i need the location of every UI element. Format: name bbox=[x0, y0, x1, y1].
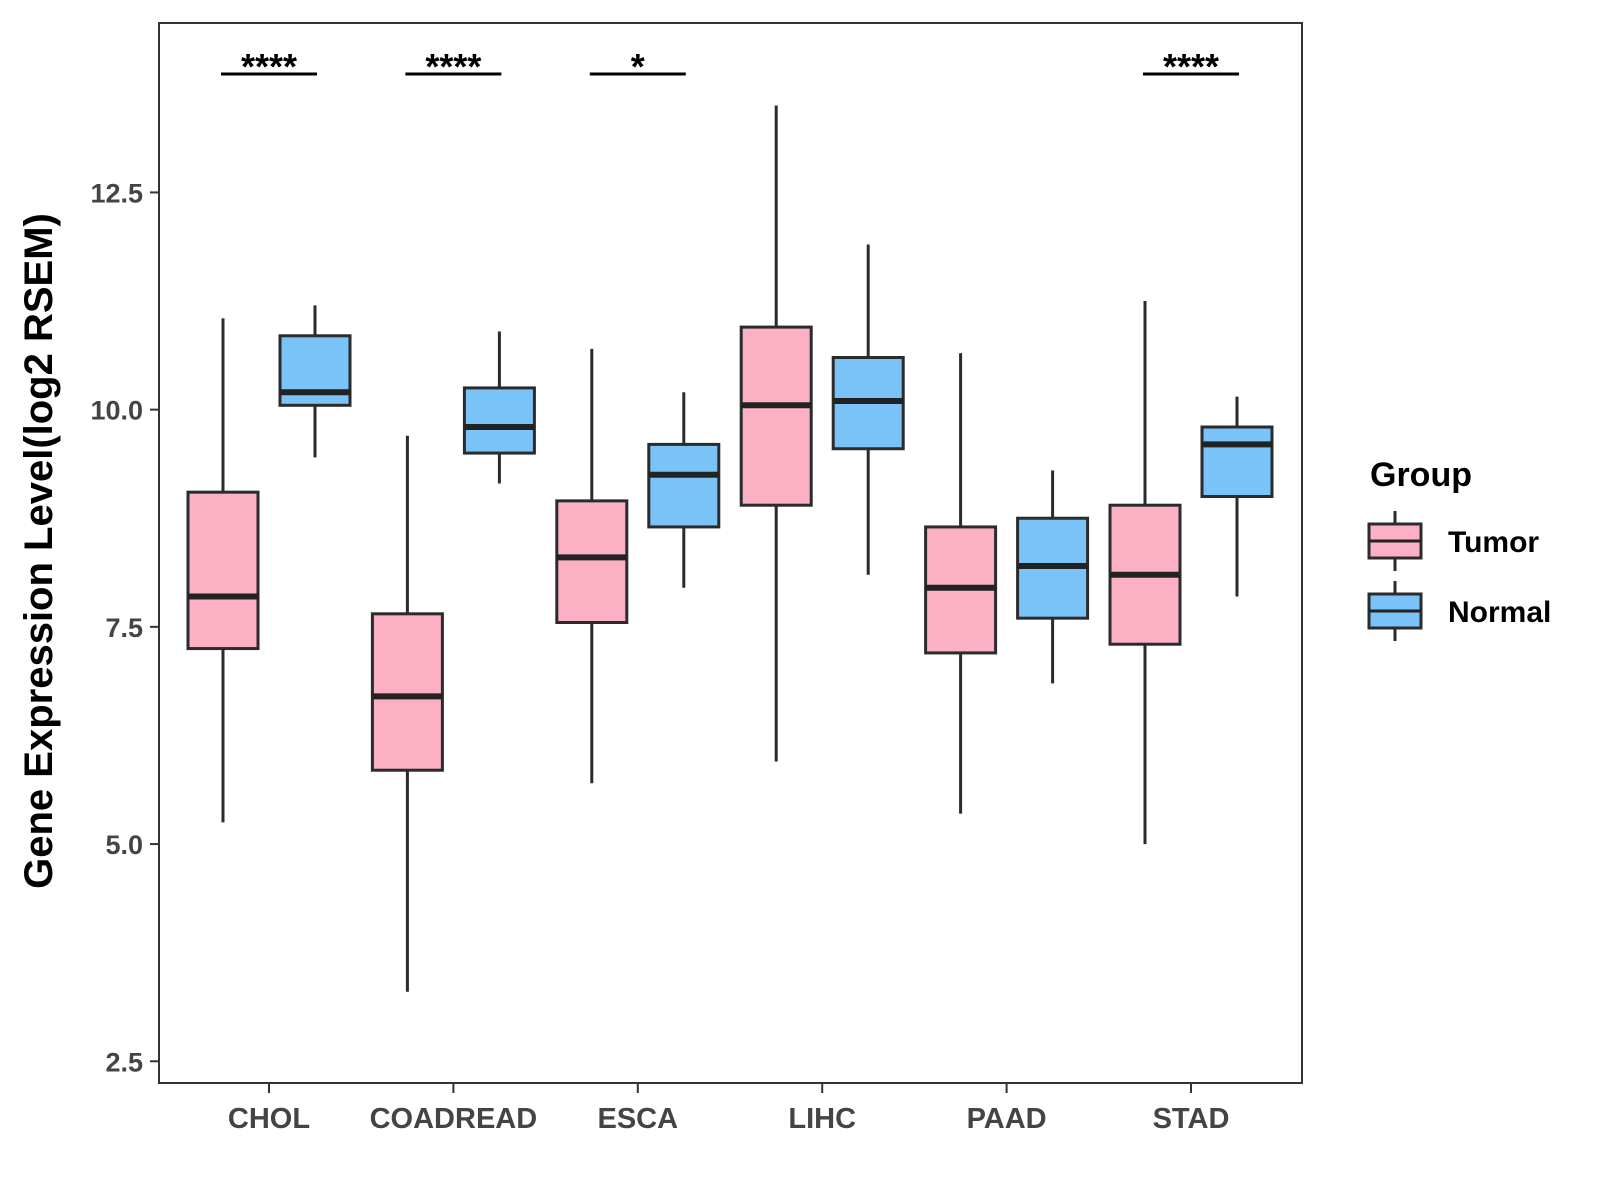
box-iqr bbox=[555, 499, 629, 625]
box-iqr bbox=[1200, 425, 1274, 499]
box-normal-lihc bbox=[831, 244, 905, 575]
significance-label: * bbox=[631, 46, 645, 87]
legend-label: Normal bbox=[1448, 596, 1551, 629]
box-tumor-lihc bbox=[739, 105, 813, 762]
significance-coadread: **** bbox=[405, 46, 502, 87]
box-tumor-paad bbox=[924, 353, 998, 814]
y-axis-title: Gene Expression Level(log2 RSEM) bbox=[17, 213, 61, 889]
box-tumor-chol bbox=[186, 318, 260, 823]
x-tick-label: PAAD bbox=[967, 1103, 1047, 1135]
axes: 2.5 5.0 7.5 10.0 12.5 CHOL COADREAD ESCA LIHC PAA… bbox=[90, 178, 1229, 1135]
x-tick-label: STAD bbox=[1153, 1103, 1230, 1135]
box-iqr bbox=[647, 442, 721, 529]
plot-border bbox=[158, 22, 1303, 1084]
plot-area bbox=[186, 105, 1274, 992]
box-tumor-coadread bbox=[370, 435, 444, 992]
legend-entry-normal: Normal bbox=[1367, 581, 1551, 641]
y-tick-label: 5.0 bbox=[105, 830, 143, 860]
y-tick-label: 7.5 bbox=[105, 613, 143, 643]
x-tick-label: LIHC bbox=[788, 1103, 856, 1135]
legend-label: Tumor bbox=[1448, 526, 1539, 559]
significance-chol: **** bbox=[221, 46, 317, 87]
legend-entry-tumor: Tumor bbox=[1367, 511, 1539, 571]
legend-title: Group bbox=[1370, 456, 1472, 494]
box-iqr bbox=[462, 386, 536, 455]
significance-label: **** bbox=[425, 46, 481, 87]
box-iqr bbox=[370, 612, 444, 772]
box-tumor-stad bbox=[1108, 301, 1182, 845]
y-tick-label: 2.5 bbox=[105, 1047, 143, 1077]
significance-stad: **** bbox=[1143, 46, 1239, 87]
significance-esca: * bbox=[589, 46, 686, 87]
legend-items: Tumor Normal bbox=[1367, 511, 1551, 641]
x-tick-label: COADREAD bbox=[370, 1103, 538, 1135]
box-normal-esca bbox=[647, 392, 721, 588]
box-normal-stad bbox=[1200, 396, 1274, 597]
significance-label: **** bbox=[241, 46, 297, 87]
box-normal-chol bbox=[278, 305, 352, 458]
y-tick-label: 10.0 bbox=[90, 396, 143, 426]
x-tick-label: CHOL bbox=[228, 1103, 310, 1135]
box-tumor-esca bbox=[555, 348, 629, 784]
legend: Group Tumor Normal bbox=[1367, 456, 1551, 641]
x-tick-label: ESCA bbox=[598, 1103, 679, 1135]
box-iqr bbox=[186, 490, 260, 651]
significance-annotations: **** **** * **** bbox=[221, 46, 1239, 87]
box-normal-paad bbox=[1016, 470, 1090, 684]
significance-label: **** bbox=[1163, 46, 1219, 87]
box-iqr bbox=[739, 325, 813, 507]
box-normal-coadread bbox=[462, 331, 536, 484]
y-tick-label: 12.5 bbox=[90, 178, 143, 208]
